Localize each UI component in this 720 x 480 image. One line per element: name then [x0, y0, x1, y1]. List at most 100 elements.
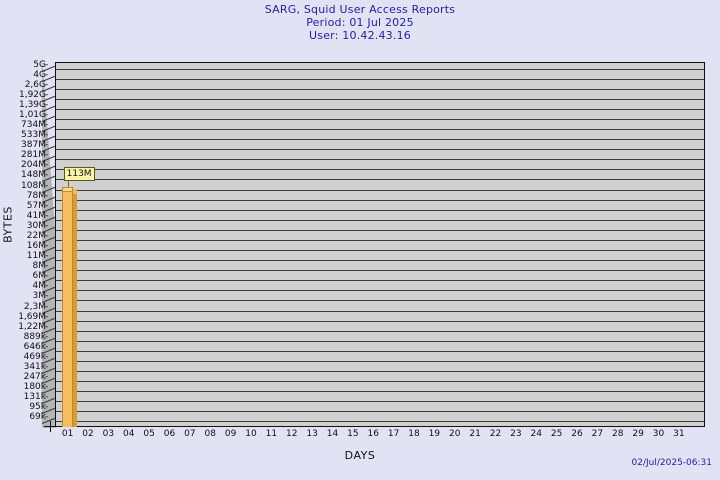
x-axis-tick-label: 16	[367, 429, 379, 439]
gridline	[56, 320, 704, 322]
y-axis-tick-dash: -	[45, 120, 49, 131]
x-axis-tick-label: 15	[347, 429, 359, 439]
y-axis-tick-dash: -	[45, 362, 49, 373]
gridline	[56, 260, 704, 262]
y-axis-tick-dash: -	[45, 230, 49, 241]
gridline	[56, 381, 704, 383]
y-axis-tick-dash: -	[45, 241, 49, 252]
y-axis-tick-dash: -	[45, 89, 49, 100]
y-axis-tick-dash: -	[45, 180, 49, 191]
x-axis-tick-label: 23	[510, 429, 522, 439]
y-axis-tick-label: 131k	[23, 392, 46, 403]
y-axis-tick-label: 16M	[26, 241, 46, 252]
gridline	[56, 199, 704, 201]
y-axis-tick-label: 646k	[23, 341, 46, 352]
gridline	[56, 239, 704, 241]
x-axis-tick-label: 09	[224, 429, 237, 439]
generated-timestamp: 02/Jul/2025-06:31	[631, 458, 712, 468]
y-axis-tick-dash: -	[45, 140, 49, 151]
x-axis-tick-label: 06	[163, 429, 176, 439]
x-axis-tick-label: 21	[469, 429, 481, 439]
gridline	[56, 169, 704, 171]
y-axis-tick-label: 341k	[23, 362, 46, 373]
x-axis-tick-label: 11	[265, 429, 278, 439]
y-axis-tick-label: 1,69M	[18, 311, 46, 322]
y-axis-tick-dash: -	[45, 130, 49, 141]
y-axis-tick-label: 108M	[21, 180, 46, 191]
y-axis-tick-dash: -	[45, 311, 49, 322]
y-axis-tick-label: 41M	[26, 210, 46, 221]
report-user: User: 10.42.43.16	[309, 29, 411, 42]
y-axis-tick-label: 22M	[26, 230, 46, 241]
x-axis-tick-label: 20	[449, 429, 461, 439]
gridline	[56, 68, 704, 70]
y-axis-tick-label: 1,22M	[18, 321, 46, 332]
y-axis-tick-label: 69k	[29, 412, 46, 423]
x-axis-tick-label: 30	[652, 429, 665, 439]
y-axis-tick-dash: -	[45, 220, 49, 231]
y-axis-tick-dash: -	[45, 291, 49, 302]
x-axis-tick-label: 08	[204, 429, 216, 439]
gridline	[56, 149, 704, 151]
x-axis-tick-label: 05	[143, 429, 155, 439]
y-axis-tick-label: 247k	[23, 372, 46, 383]
y-axis-tick-label: 11M	[26, 251, 46, 262]
gridline	[56, 340, 704, 342]
y-axis-tick-dash: -	[45, 331, 49, 342]
gridline	[56, 371, 704, 373]
y-axis-tick-dash: -	[45, 69, 49, 80]
y-axis-tick-label: 2,6G	[24, 79, 46, 90]
gridline	[56, 391, 704, 393]
y-axis-tick-dash: -	[45, 261, 49, 272]
gridline	[56, 219, 704, 221]
gridline	[56, 229, 704, 231]
y-axis-tick-dash: -	[45, 281, 49, 292]
chart-title-block: SARG, Squid User Access Reports Period: …	[0, 3, 720, 42]
x-axis-tick-label: 01	[61, 429, 74, 439]
y-axis-tick-label: 469k	[23, 351, 46, 362]
x-axis-tick-label: 17	[387, 429, 400, 439]
y-axis-tick-dash: -	[45, 382, 49, 393]
x-axis-tick-label: 10	[245, 429, 257, 439]
report-period: Period: 01 Jul 2025	[306, 16, 414, 29]
gridline	[56, 98, 704, 100]
y-axis-tick-label: 889k	[23, 331, 46, 342]
x-axis-tick-label: 12	[286, 429, 298, 439]
y-axis-tick-dash: -	[45, 341, 49, 352]
gridline	[56, 108, 704, 110]
y-axis-tick-dash: -	[45, 99, 49, 110]
y-axis-tick-label: 8M	[32, 261, 47, 272]
y-axis-tick-label: 1,01G	[18, 109, 46, 120]
y-axis-tick-dash: -	[45, 160, 49, 171]
x-axis-tick-label: 03	[102, 429, 115, 439]
y-axis-tick-dash: -	[45, 351, 49, 362]
x-axis-tick-label: 18	[408, 429, 420, 439]
gridline	[56, 189, 704, 191]
y-axis-tick-label: 204M	[21, 160, 46, 171]
y-axis-tick-dash: -	[45, 109, 49, 120]
y-axis-tick-dash: -	[45, 412, 49, 423]
gridline	[56, 159, 704, 161]
gridline	[56, 350, 704, 352]
y-axis-tick-label: 5G	[33, 59, 46, 70]
y-axis-tick-label: 57M	[26, 200, 46, 211]
x-axis-tick-label: 07	[184, 429, 196, 439]
y-axis-tick-label: 281M	[21, 150, 46, 161]
y-axis-tick-dash: -	[45, 79, 49, 90]
gridline	[56, 360, 704, 362]
gridline	[56, 179, 704, 181]
y-axis-tick-dash: -	[45, 251, 49, 262]
y-axis-tick-label: 387M	[21, 140, 46, 151]
x-axis-tick-label: 02	[82, 429, 94, 439]
gridline	[56, 300, 704, 302]
y-axis-tick-label: 1,92G	[18, 89, 46, 100]
y-axis-tick-labels: 5G -4G -2,6G -1,92G -1,39G -1,01G -734M -533M -3…	[0, 0, 49, 480]
y-axis-tick-label: 533M	[21, 130, 46, 141]
gridline	[56, 250, 704, 252]
plot-area	[55, 62, 705, 427]
y-axis-tick-label: 95k	[29, 402, 46, 413]
y-axis-tick-dash: -	[45, 210, 49, 221]
y-axis-tick-label: 180k	[23, 382, 46, 393]
x-axis-tick-label: 28	[612, 429, 624, 439]
